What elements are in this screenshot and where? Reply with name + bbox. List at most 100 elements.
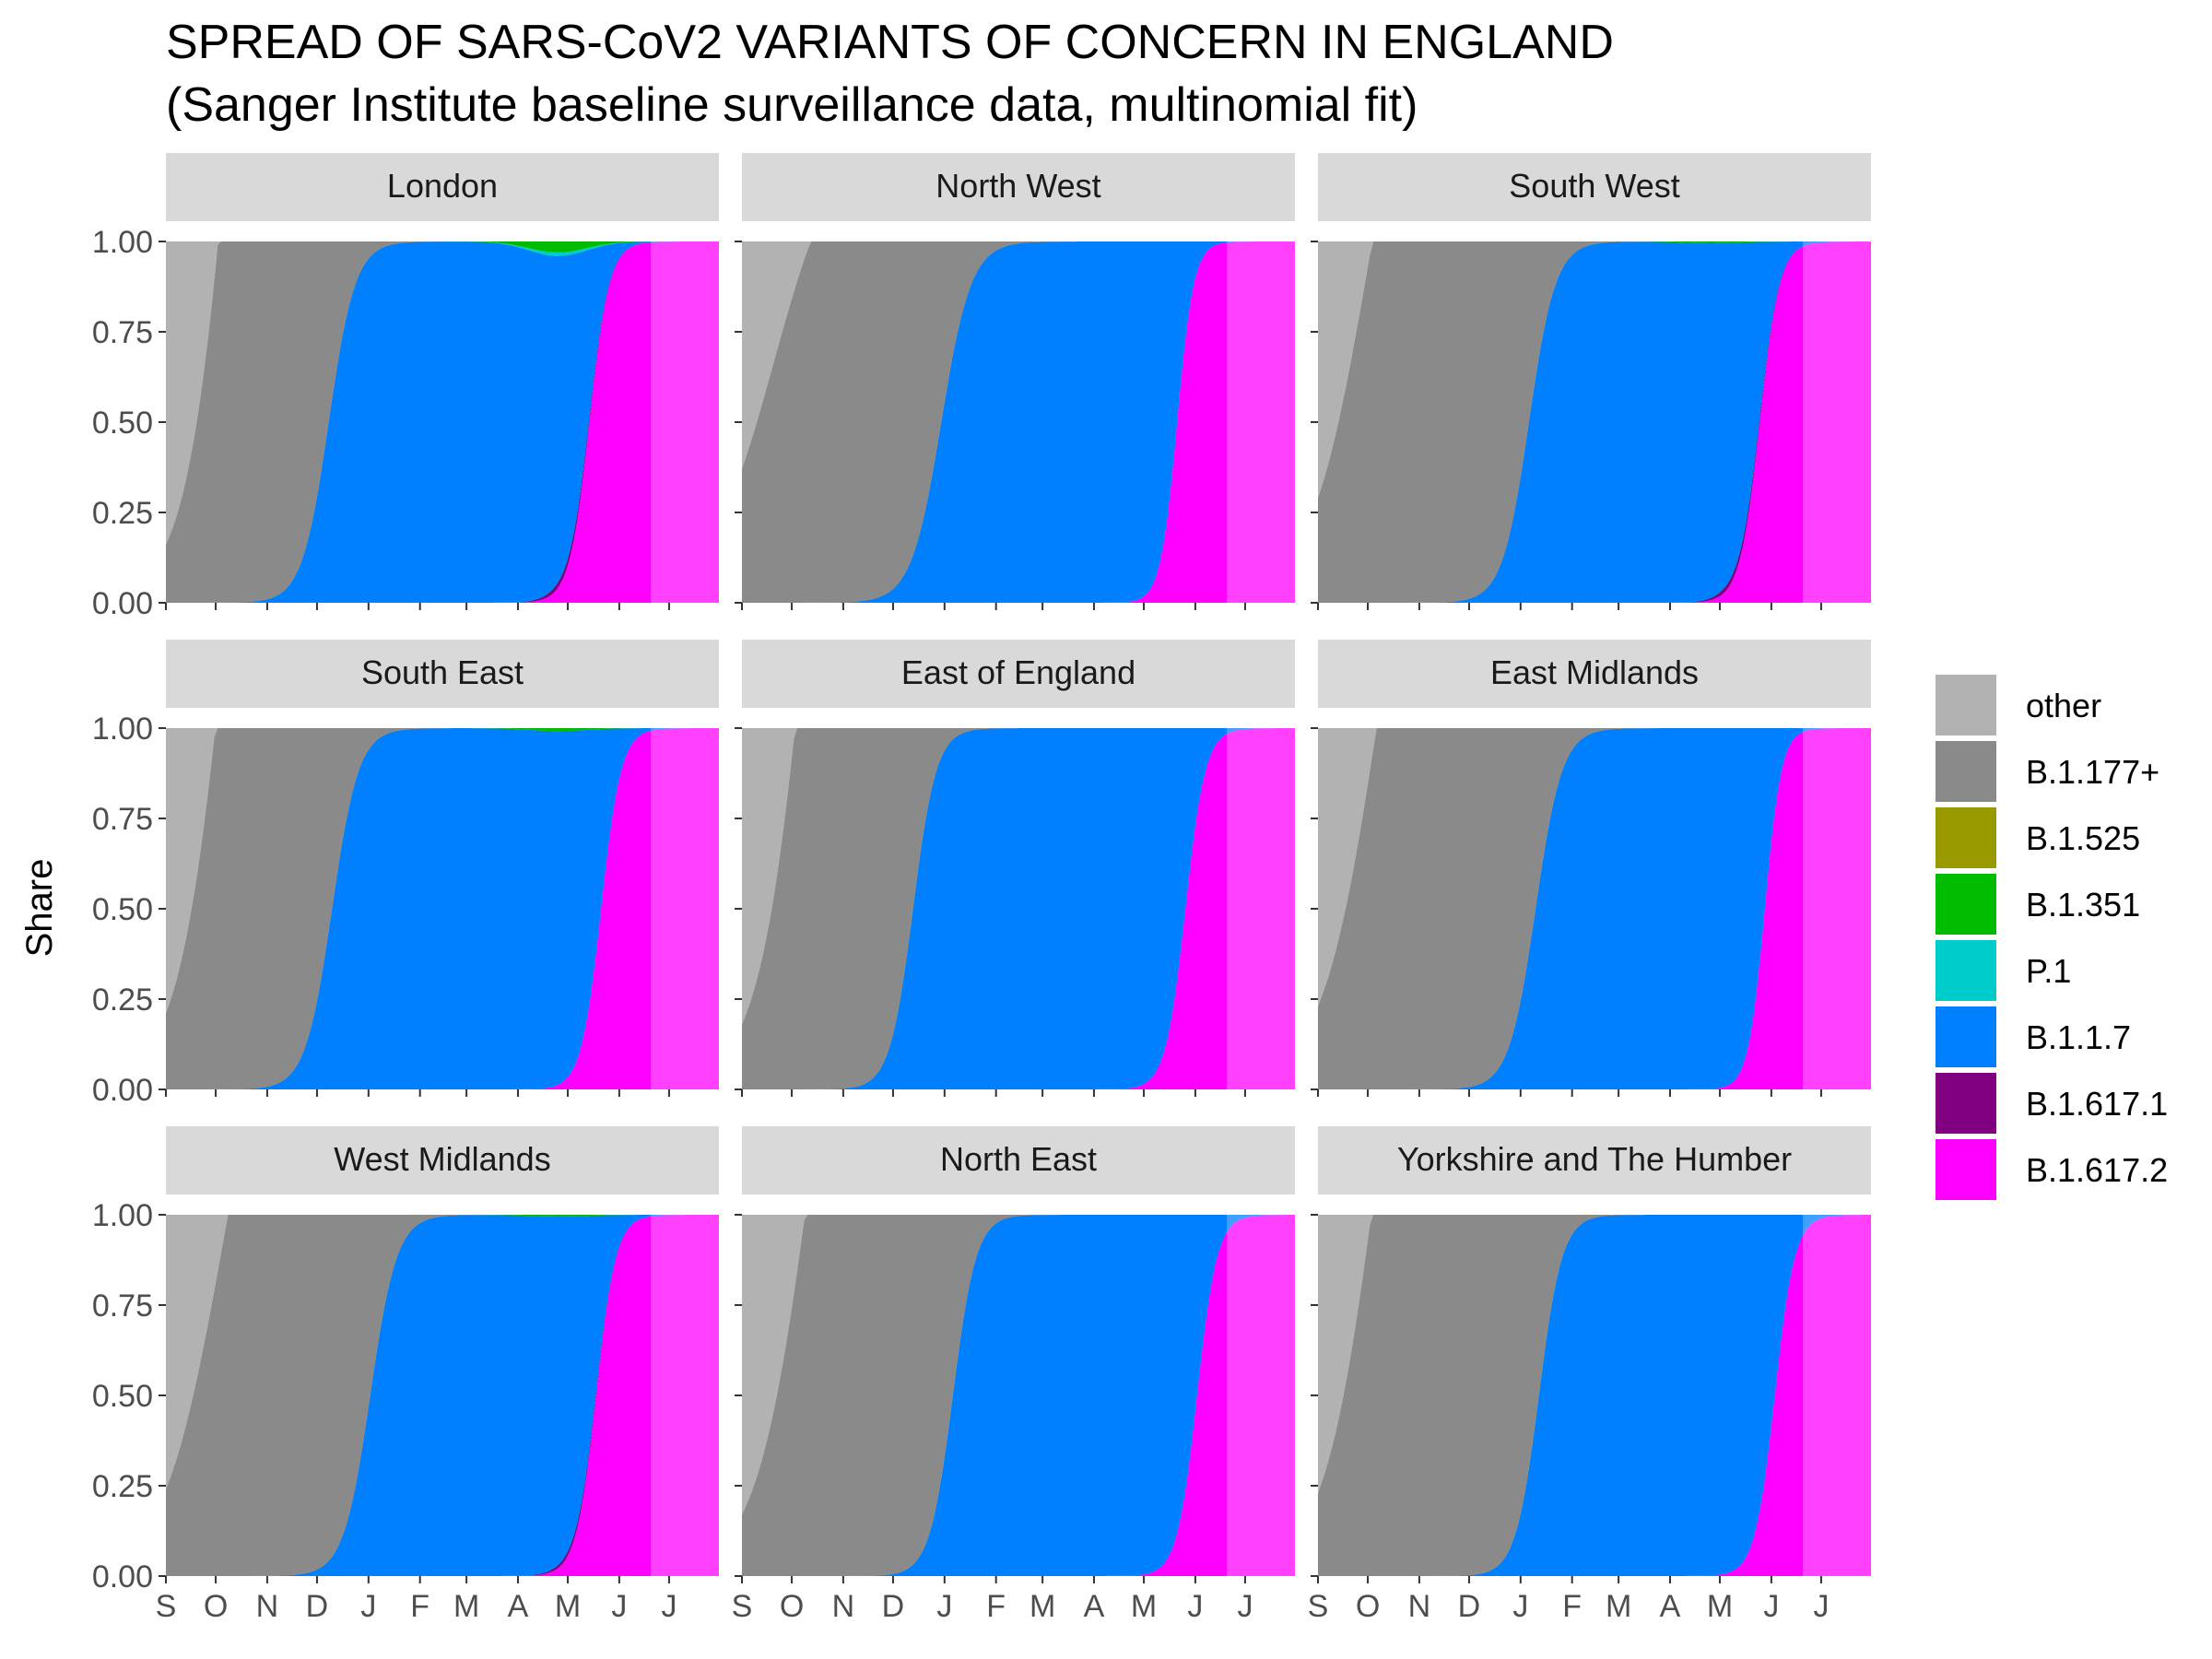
area-b-1-177- xyxy=(1318,1215,1871,1576)
area-b-1-1-7 xyxy=(166,728,719,1089)
x-tick-label: M xyxy=(1030,1589,1055,1624)
y-tick-label: 0.50 xyxy=(92,406,153,441)
x-tick-label: F xyxy=(1562,1589,1582,1624)
y-tick-label: 0.00 xyxy=(92,1559,153,1594)
area-b-1-1-7 xyxy=(166,1215,719,1576)
y-tick-label: 0.50 xyxy=(92,1379,153,1414)
area-b-1-1-7 xyxy=(742,1215,1295,1576)
forecast-shading xyxy=(651,1215,719,1576)
panel-strip xyxy=(166,1126,719,1194)
chart-subtitle: (Sanger Institute baseline surveillance … xyxy=(166,78,1418,132)
x-tick-label: M xyxy=(555,1589,581,1624)
area-other xyxy=(742,1215,1295,1515)
panel-title: North East xyxy=(940,1140,1097,1178)
legend-key xyxy=(1936,1006,1996,1067)
forecast-shading xyxy=(651,241,719,603)
area-b-1-617-2 xyxy=(166,728,719,1089)
area-b-1-177- xyxy=(166,1215,719,1576)
area-b-1-177- xyxy=(1318,241,1871,603)
x-tick-label: A xyxy=(1660,1589,1681,1624)
area-b-1-177- xyxy=(742,1215,1295,1576)
area-b-1-1-7 xyxy=(1318,1215,1871,1576)
y-tick-label: 1.00 xyxy=(92,712,153,747)
panel-title: East of England xyxy=(901,653,1135,691)
x-tick-label: J xyxy=(661,1589,677,1624)
x-tick-label: A xyxy=(1084,1589,1105,1624)
x-tick-label: O xyxy=(1356,1589,1380,1624)
area-b-1-617-2 xyxy=(1318,728,1871,1089)
y-tick-label: 0.25 xyxy=(92,982,153,1018)
y-tick-label: 0.50 xyxy=(92,892,153,927)
x-tick-label: J xyxy=(1512,1589,1528,1624)
panel-strip xyxy=(742,153,1295,221)
x-tick-label: M xyxy=(1606,1589,1631,1624)
x-tick-label: N xyxy=(256,1589,279,1624)
y-tick-label: 1.00 xyxy=(92,225,153,260)
y-tick-label: 0.00 xyxy=(92,1073,153,1108)
x-tick-label: N xyxy=(832,1589,855,1624)
legend-label: B.1.525 xyxy=(2026,819,2140,857)
x-tick-label: M xyxy=(1707,1589,1733,1624)
x-tick-label: J xyxy=(1187,1589,1203,1624)
panel-title: London xyxy=(387,167,498,205)
area-b-1-617-2 xyxy=(742,241,1295,603)
legend-label: P.1 xyxy=(2026,952,2071,990)
chart-title: SPREAD OF SARS-CoV2 VARIANTS OF CONCERN … xyxy=(166,16,1614,69)
legend-key xyxy=(1936,741,1996,802)
panel-title: North West xyxy=(935,167,1100,205)
area-b-1-177- xyxy=(166,241,719,603)
x-tick-label: F xyxy=(986,1589,1006,1624)
area-b-1-1-7 xyxy=(1318,728,1871,1089)
area-b-1-177- xyxy=(742,241,1295,603)
area-b-1-617-2 xyxy=(166,241,719,603)
panel-title: East Midlands xyxy=(1490,653,1699,691)
area-b-1-617-2 xyxy=(1318,1215,1871,1576)
legend-label: other xyxy=(2026,687,2101,724)
area-other xyxy=(742,241,1295,469)
area-other xyxy=(166,1215,719,1489)
x-tick-label: D xyxy=(1458,1589,1481,1624)
panel-strip xyxy=(166,640,719,708)
area-b-1-1-7 xyxy=(742,241,1295,603)
x-tick-label: F xyxy=(410,1589,429,1624)
forecast-shading xyxy=(651,728,719,1089)
forecast-shading xyxy=(1227,728,1295,1089)
legend-key xyxy=(1936,1139,1996,1200)
x-tick-label: J xyxy=(1813,1589,1829,1624)
panel-title: West Midlands xyxy=(334,1140,550,1178)
y-axis-label: Share xyxy=(19,859,60,958)
forecast-shading xyxy=(1803,241,1871,603)
forecast-shading xyxy=(1803,1215,1871,1576)
panel-strip xyxy=(742,1126,1295,1194)
x-tick-label: J xyxy=(611,1589,627,1624)
x-tick-label: D xyxy=(882,1589,905,1624)
forecast-shading xyxy=(1227,241,1295,603)
area-b-1-177- xyxy=(1318,728,1871,1089)
x-tick-label: O xyxy=(204,1589,228,1624)
legend-label: B.1.617.2 xyxy=(2026,1151,2168,1189)
panel-strip xyxy=(1318,153,1871,221)
x-tick-label: S xyxy=(732,1589,753,1624)
x-tick-label: J xyxy=(936,1589,952,1624)
x-tick-label: M xyxy=(453,1589,479,1624)
area-b-1-1-7 xyxy=(742,728,1295,1089)
x-tick-label: O xyxy=(780,1589,804,1624)
area-b-1-617-2 xyxy=(742,728,1295,1089)
panel-strip xyxy=(166,153,719,221)
x-tick-label: A xyxy=(508,1589,529,1624)
legend-key xyxy=(1936,874,1996,935)
area-b-1-177- xyxy=(742,728,1295,1089)
panel-title: Yorkshire and The Humber xyxy=(1397,1140,1792,1178)
legend-key xyxy=(1936,1073,1996,1134)
y-tick-label: 0.00 xyxy=(92,586,153,621)
panel-title: South East xyxy=(361,653,524,691)
area-b-1-177- xyxy=(166,728,719,1089)
area-b-1-617-2 xyxy=(742,1215,1295,1576)
legend-key xyxy=(1936,675,1996,735)
x-tick-label: J xyxy=(360,1589,376,1624)
legend-label: B.1.617.1 xyxy=(2026,1085,2168,1123)
area-b-1-1-7 xyxy=(1318,241,1871,603)
legend-key xyxy=(1936,807,1996,868)
